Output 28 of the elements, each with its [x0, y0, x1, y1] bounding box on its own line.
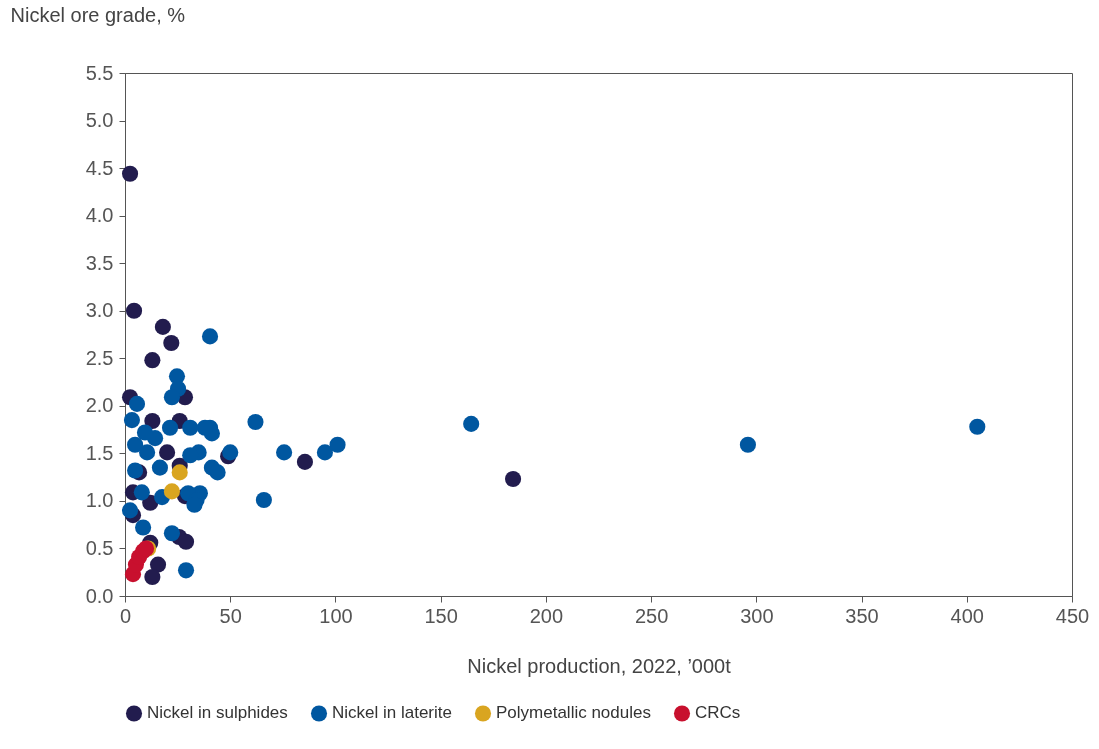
x-tick-label: 100 [319, 604, 353, 627]
y-tick-label: 3.0 [85, 299, 114, 322]
x-tick-label: 200 [529, 604, 564, 627]
legend-label: Nickel in laterite [332, 703, 452, 723]
y-tick-label: 1.5 [85, 441, 114, 464]
x-tick-label: 300 [740, 604, 774, 627]
y-tick-label: 3.5 [85, 251, 114, 274]
y-tick-label: 1.0 [85, 489, 114, 512]
y-tick-label: 4.0 [85, 204, 114, 227]
y-axis-title: Nickel ore grade, % [10, 3, 186, 26]
y-tick-label: 4.5 [85, 156, 114, 179]
legend-label: Polymetallic nodules [496, 703, 651, 723]
y-tick-label: 2.0 [85, 394, 114, 417]
x-tick-label: 250 [634, 604, 669, 627]
y-tick-label: 2.5 [85, 346, 114, 369]
x-axis-title: Nickel production, 2022, ’000t [467, 654, 732, 677]
y-tick-label: 0.0 [85, 584, 114, 607]
x-tick-label: 150 [424, 604, 458, 627]
y-tick-label: 0.5 [85, 536, 114, 559]
x-tick-label: 400 [950, 604, 984, 627]
x-tick-label: 0 [119, 604, 132, 627]
x-tick-label: 350 [845, 604, 879, 627]
y-tick-label: 5.0 [85, 109, 114, 132]
legend-label: CRCs [695, 703, 741, 723]
x-tick-label: 50 [219, 604, 242, 627]
y-tick-label: 5.5 [85, 61, 114, 84]
x-tick-label: 450 [1055, 604, 1090, 627]
legend-label: Nickel in sulphides [147, 703, 288, 723]
